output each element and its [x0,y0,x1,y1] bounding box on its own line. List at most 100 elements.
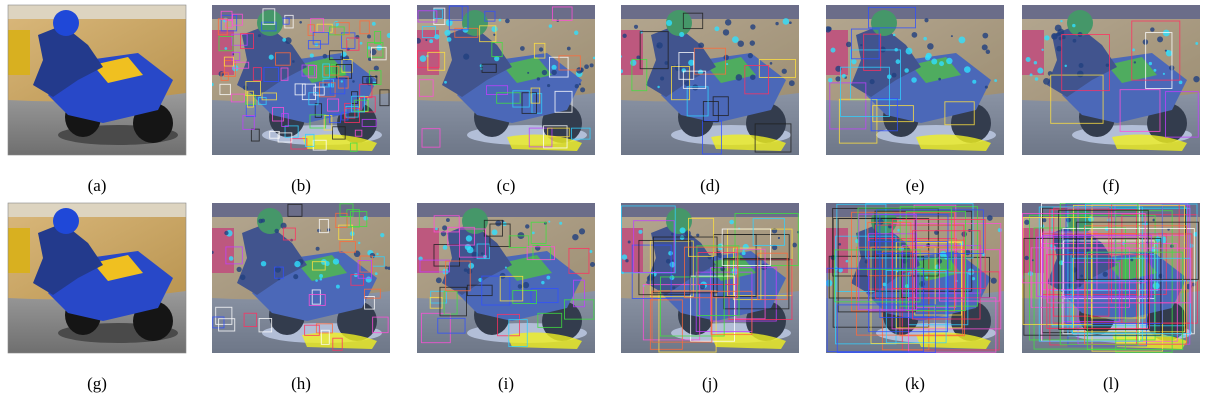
speckle [481,252,484,255]
speckle [593,57,596,60]
speckle [634,25,638,29]
speckle [492,229,498,235]
speckle [574,31,578,35]
speckle [896,59,901,64]
speckle [1026,57,1031,62]
speckle [360,42,363,45]
speckle [940,251,947,258]
speckle [385,266,388,269]
image-panel [8,5,186,155]
speckle [619,69,623,73]
speckle [638,230,642,234]
speckle [420,55,427,62]
speckle [548,221,550,223]
caption: (j) [702,374,718,393]
speckle [315,279,318,282]
speckle [1066,218,1071,223]
speckle [946,58,952,64]
speckle [1044,35,1049,40]
speckle [324,83,326,85]
speckle [464,268,467,271]
speckle [415,38,421,44]
image-panel [621,203,800,353]
speckle [224,231,228,235]
speckle [851,59,856,64]
image [1022,5,1200,155]
speckle [723,29,729,35]
speckle [696,234,699,237]
speckle [1157,36,1163,42]
speckle [1024,220,1029,225]
speckle [1077,283,1082,288]
caption: (g) [87,374,107,393]
speckle [778,237,780,239]
speckle [258,34,261,37]
speckle [354,251,360,257]
speckle [1132,48,1135,51]
speckle [261,219,265,223]
speckle [282,38,286,42]
speckle [748,53,753,58]
speckle [372,22,376,26]
caption: (l) [1103,374,1119,393]
image [8,5,186,155]
overlay [621,5,799,155]
speckle [680,227,686,233]
speckle [274,229,279,234]
speckle [1193,76,1199,82]
speckle [358,242,360,244]
image [825,203,1004,353]
speckle [551,70,556,75]
speckle [572,234,578,240]
speckle [685,230,691,236]
speckle [670,275,675,280]
speckle [911,77,917,83]
speckle [443,245,448,250]
speckle [1034,61,1037,64]
caption: (d) [700,176,720,195]
speckle [229,256,234,261]
speckle [972,80,976,84]
speckle [539,47,543,51]
speckle [435,227,438,230]
speckle [579,228,585,234]
image [619,5,799,155]
image-panel [825,5,1004,155]
speckle [656,42,662,48]
speckle [1073,39,1077,43]
speckle [951,35,953,37]
image [210,203,390,353]
speckle [495,220,501,226]
speckle [1043,78,1050,85]
helmet [53,208,79,234]
figure: (a)(b)(c)(d)(e)(f)(g)(h)(i)(j)(k)(l) [0,0,1205,402]
speckle [316,247,320,251]
speckle [991,278,997,284]
speckle [622,254,627,259]
speckle [994,79,997,82]
image-panel [1021,203,1200,353]
speckle [736,74,743,81]
image [417,203,595,353]
speckle [1130,258,1133,261]
speckle [1106,64,1109,67]
speckle [985,86,988,89]
speckle [376,45,382,51]
speckle [589,250,592,253]
speckle [725,19,731,25]
speckle [546,276,550,280]
speckle [958,36,965,43]
speckle [317,229,320,232]
speckle [467,268,473,274]
speckle [1060,20,1062,22]
image-panel [210,5,392,155]
speckle [729,220,734,225]
speckle [579,83,581,85]
speckle [672,286,675,289]
speckle [523,282,529,288]
image [8,203,186,353]
sign [8,228,30,273]
caption: (a) [88,176,107,195]
speckle [334,21,339,26]
speckle [444,81,447,84]
